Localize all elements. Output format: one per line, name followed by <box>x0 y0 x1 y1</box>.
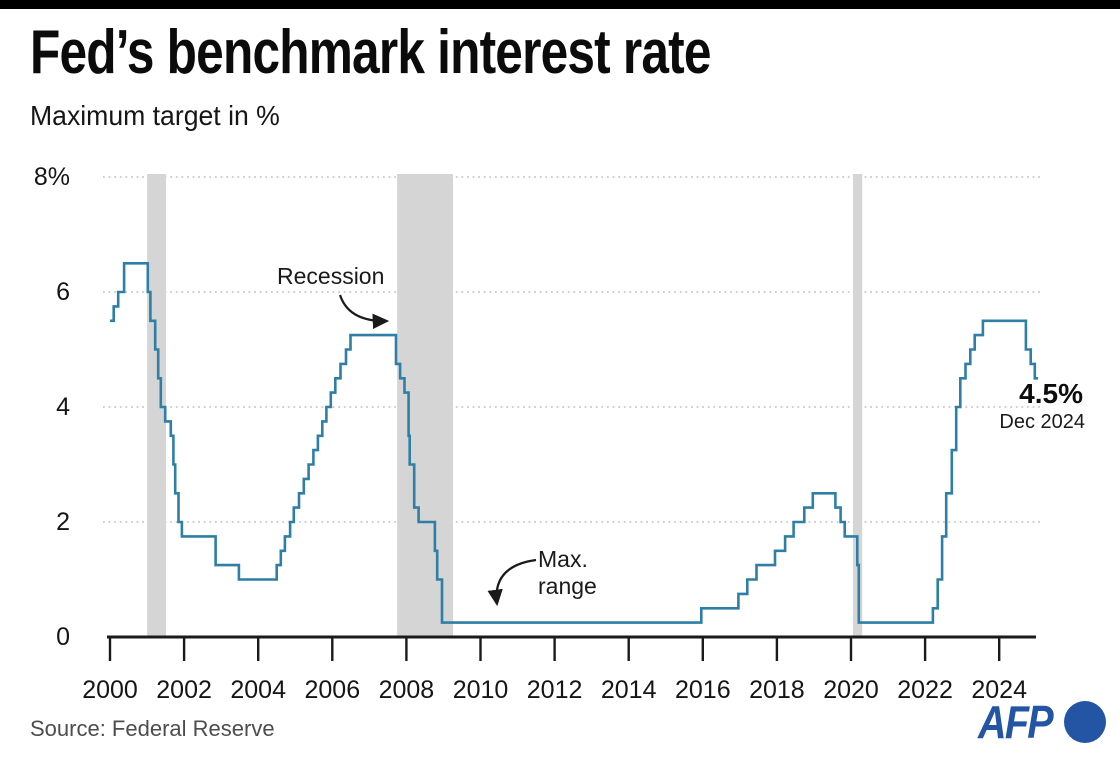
afp-logo: AFP <box>978 699 1106 745</box>
recession-band <box>147 174 166 637</box>
annotation-arrow-max-range <box>487 558 537 607</box>
x-axis-label: 2000 <box>82 676 138 704</box>
x-axis-label: 2002 <box>156 676 212 704</box>
chart-subtitle: Maximum target in % <box>30 100 280 131</box>
x-axis-label: 2022 <box>897 676 953 704</box>
recession-band <box>397 174 453 637</box>
x-axis-label: 2020 <box>823 676 879 704</box>
x-axis-label: 2004 <box>230 676 286 704</box>
x-axis-label: 2006 <box>304 676 360 704</box>
y-axis-label: 2 <box>56 508 70 536</box>
rate-line <box>110 262 1039 624</box>
afp-logo-circle <box>1064 701 1106 743</box>
x-axis-label: 2010 <box>453 676 509 704</box>
top-border-bar <box>0 0 1120 9</box>
y-axis-label: 6 <box>56 278 70 306</box>
y-axis-label: 0 <box>56 623 70 651</box>
x-axis-label: 2012 <box>527 676 583 704</box>
annotation-max-range: Max. range <box>538 546 597 599</box>
x-axis-label: 2016 <box>675 676 731 704</box>
y-axis-label: 4 <box>56 393 70 421</box>
x-axis-label: 2008 <box>379 676 435 704</box>
x-axis-label: 2014 <box>601 676 657 704</box>
annotation-end-date: Dec 2024 <box>999 411 1085 433</box>
annotation-recession: Recession <box>277 263 385 289</box>
page-title: Fed’s benchmark interest rate <box>30 18 711 87</box>
recession-band <box>852 174 863 637</box>
annotation-arrow-recession <box>338 294 390 330</box>
x-axis-label: 2018 <box>749 676 805 704</box>
x-axis-label: 2024 <box>971 676 1027 704</box>
afp-logo-text: AFP <box>978 696 1054 748</box>
source-credit: Source: Federal Reserve <box>30 716 275 741</box>
y-axis-label: 8% <box>34 163 70 191</box>
annotation-end-value: 4.5% <box>1019 378 1083 409</box>
